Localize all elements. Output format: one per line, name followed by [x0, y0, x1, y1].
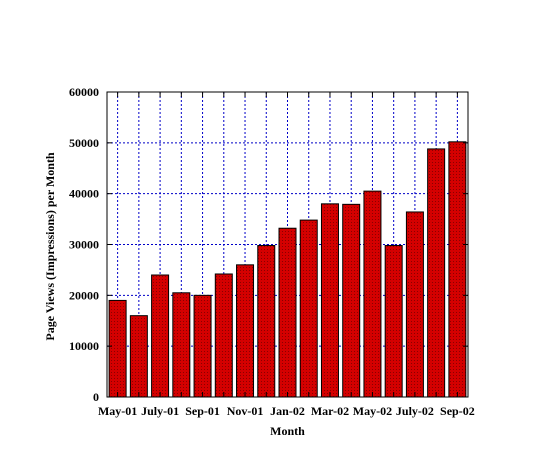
x-tick-label: Nov-01 — [227, 404, 264, 418]
bar — [363, 190, 382, 398]
y-tick-label: 40000 — [69, 187, 99, 201]
bar — [427, 148, 446, 398]
x-tick-label: Sep-02 — [440, 404, 475, 418]
x-tick-label: July-02 — [396, 404, 434, 418]
y-axis-title: Page Views (Impressions) per Month — [43, 152, 57, 341]
bar — [108, 299, 127, 398]
y-tick-label: 30000 — [69, 238, 99, 252]
y-axis-ticks: 0 10000 20000 30000 40000 50000 60000 — [69, 85, 468, 404]
bar — [151, 274, 170, 398]
bar — [129, 315, 148, 398]
y-tick-label: 60000 — [69, 85, 99, 99]
bar — [320, 203, 339, 398]
bar — [405, 211, 424, 398]
bar — [448, 141, 467, 398]
x-tick-label: Jan-02 — [270, 404, 305, 418]
bar — [257, 245, 276, 398]
x-tick-label: May-01 — [98, 404, 137, 418]
bar — [342, 203, 361, 398]
bar — [214, 273, 233, 398]
bar — [384, 245, 403, 398]
bar — [299, 219, 318, 398]
bars — [108, 141, 467, 398]
x-tick-label: Mar-02 — [311, 404, 349, 418]
bar — [172, 292, 191, 398]
y-tick-label: 50000 — [69, 136, 99, 150]
y-tick-label: 20000 — [69, 288, 99, 302]
bar — [278, 227, 297, 398]
y-tick-label: 0 — [93, 390, 99, 404]
x-axis-ticks: May-01 July-01 Sep-01 Nov-01 Jan-02 Mar-02 May… — [98, 92, 475, 418]
x-tick-label: Sep-01 — [185, 404, 220, 418]
y-tick-label: 10000 — [69, 339, 99, 353]
bar — [193, 294, 212, 398]
x-axis-title: Month — [270, 424, 305, 438]
x-tick-label: July-01 — [141, 404, 179, 418]
x-tick-label: May-02 — [353, 404, 392, 418]
bar — [236, 264, 255, 398]
